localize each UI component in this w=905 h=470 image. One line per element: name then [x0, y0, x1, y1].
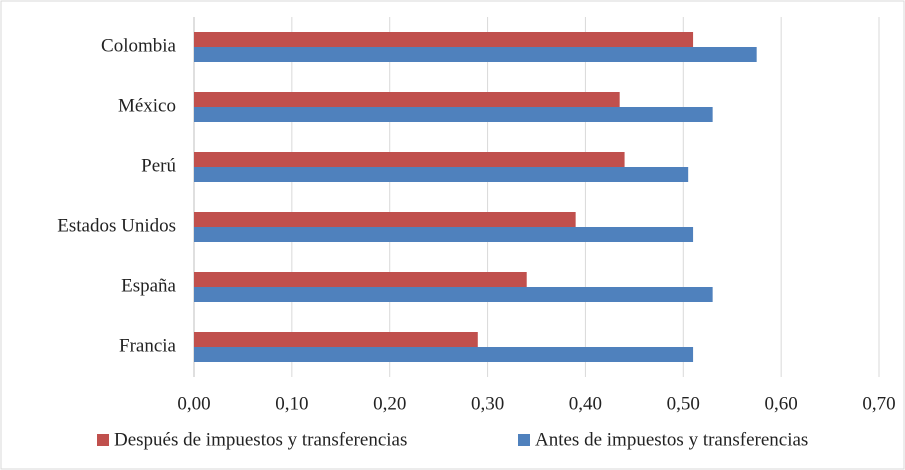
x-tick-label: 0,20: [373, 393, 406, 414]
x-tick-label: 0,50: [667, 393, 700, 414]
bar: [194, 92, 620, 107]
bar: [194, 47, 757, 62]
y-tick-label: Colombia: [101, 35, 177, 56]
bar: [194, 167, 689, 182]
x-tick-label: 0,40: [569, 393, 602, 414]
y-tick-label: España: [121, 275, 176, 296]
x-tick-label: 0,70: [862, 393, 895, 414]
bar: [194, 152, 625, 167]
x-tick-label: 0,10: [275, 393, 308, 414]
bar: [194, 212, 576, 227]
y-tick-label: México: [118, 95, 176, 116]
bar: [194, 272, 527, 287]
bar: [194, 107, 713, 122]
legend-label: Antes de impuestos y transferencias: [535, 429, 808, 450]
x-tick-label: 0,00: [177, 393, 210, 414]
y-tick-label: Perú: [141, 155, 176, 176]
bar: [194, 287, 713, 302]
bar: [194, 32, 694, 47]
y-tick-label: Francia: [119, 335, 177, 356]
y-tick-label: Estados Unidos: [57, 215, 176, 236]
bar: [194, 227, 694, 242]
legend-marker: [97, 434, 109, 446]
legend-marker: [518, 434, 530, 446]
x-tick-label: 0,60: [765, 393, 798, 414]
x-tick-label: 0,30: [471, 393, 504, 414]
legend-label: Después de impuestos y transferencias: [114, 429, 407, 450]
bar: [194, 347, 694, 362]
bar: [194, 332, 478, 347]
